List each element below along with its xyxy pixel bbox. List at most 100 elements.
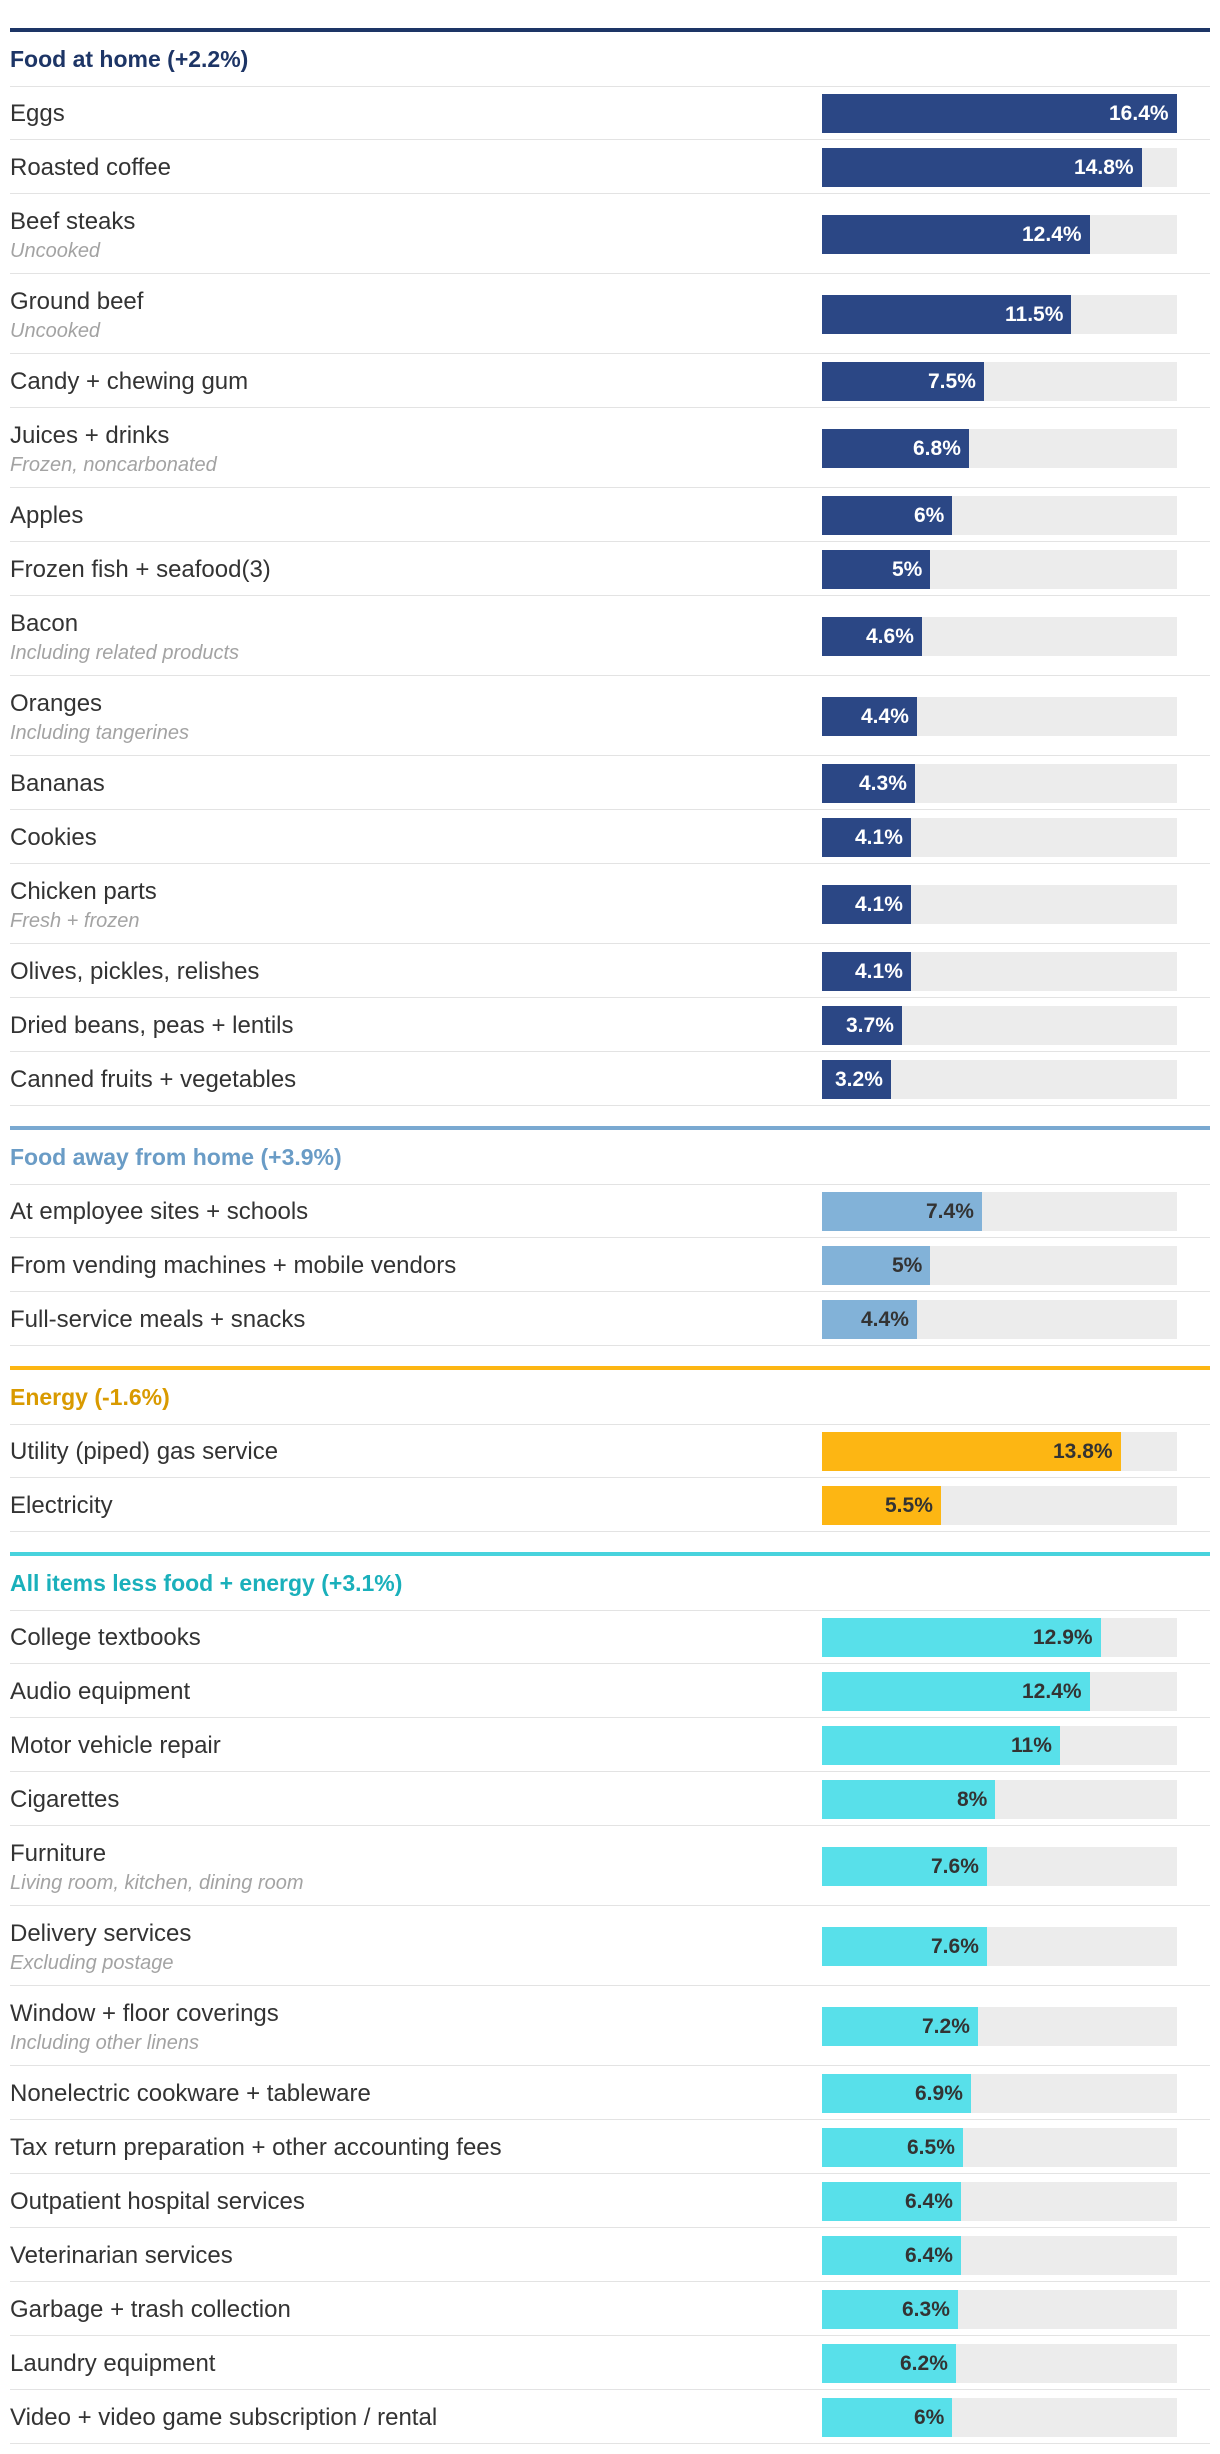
bar-track: 4.6%	[822, 616, 1177, 656]
value-label: 4.4%	[861, 704, 909, 728]
category-label: Dried beans, peas + lentils	[10, 1012, 294, 1039]
value-label: 12.9%	[1033, 1625, 1093, 1649]
category-label: Tax return preparation + other accountin…	[10, 2134, 502, 2161]
category-label: Audio equipment	[10, 1678, 191, 1705]
bar	[822, 817, 911, 857]
bar	[822, 1485, 941, 1525]
value-label: 6.8%	[913, 436, 961, 460]
bar	[822, 1846, 987, 1886]
bar-track: 4.3%	[822, 763, 1177, 803]
category-sublabel: Frozen, noncarbonated	[10, 454, 217, 476]
bar-row: Frozen fish + seafood(3) 5%	[10, 542, 1210, 596]
bar-track: 7.4%	[822, 1191, 1177, 1231]
bar	[822, 2289, 958, 2329]
value-label: 12.4%	[1022, 222, 1082, 246]
bar-track: 4.1%	[822, 951, 1177, 991]
category-label: Juices + drinks	[10, 422, 170, 449]
category-label: Ground beef	[10, 288, 144, 315]
value-label: 4.3%	[859, 771, 907, 795]
bar-row: Audio equipment 12.4%	[10, 1664, 1210, 1718]
bar-row: Window + floor coverings Including other …	[10, 1986, 1210, 2066]
bar	[822, 361, 984, 401]
bar-track: 5.5%	[822, 1485, 1177, 1525]
bar	[822, 696, 917, 736]
category-sublabel: Uncooked	[10, 240, 101, 262]
category-label: At employee sites + schools	[10, 1198, 309, 1225]
bar	[822, 1617, 1101, 1657]
value-label: 16.4%	[1109, 101, 1169, 125]
value-label: 4.4%	[861, 1307, 909, 1331]
bar-track: 6%	[822, 2397, 1177, 2437]
bar-row: Roasted coffee 14.8%	[10, 140, 1210, 194]
category-label: Veterinarian services	[10, 2242, 233, 2269]
bar-track: 11.5%	[822, 294, 1177, 334]
bar-track: 7.6%	[822, 1926, 1177, 1966]
category-label: Bacon	[10, 610, 79, 637]
bar	[822, 428, 969, 468]
bar-row: Furniture Living room, kitchen, dining ro…	[10, 1826, 1210, 1906]
category-label: Eggs	[10, 100, 65, 127]
category-label: From vending machines + mobile vendors	[10, 1252, 457, 1279]
bar	[822, 2127, 963, 2167]
category-label: Utility (piped) gas service	[10, 1438, 279, 1465]
category-label: College textbooks	[10, 1624, 201, 1651]
bar	[822, 884, 911, 924]
bar	[822, 93, 1177, 133]
category-label: Beef steaks	[10, 208, 136, 235]
bar-track: 6.3%	[822, 2289, 1177, 2329]
bar-track: 5%	[822, 549, 1177, 589]
bar-row: Dried beans, peas + lentils 3.7%	[10, 998, 1210, 1052]
bar	[822, 951, 911, 991]
bar	[822, 2073, 971, 2113]
bar-row: Beef steaks Uncooked 12.4%	[10, 194, 1210, 274]
category-label: Candy + chewing gum	[10, 368, 249, 395]
bar-row: Juices + drinks Frozen, noncarbonated 6.8%	[10, 408, 1210, 488]
value-label: 6.9%	[915, 2081, 963, 2105]
bar	[822, 2006, 978, 2046]
bar-row: Veterinarian services 6.4%	[10, 2228, 1210, 2282]
value-label: 7.5%	[928, 369, 976, 393]
bar-track: 12.9%	[822, 1617, 1177, 1657]
value-label: 4.1%	[855, 825, 903, 849]
value-label: 6.4%	[905, 2243, 953, 2267]
category-sublabel: Including tangerines	[10, 722, 190, 744]
bar	[822, 1245, 930, 1285]
bar-row: Candy + chewing gum 7.5%	[10, 354, 1210, 408]
category-label: Canned fruits + vegetables	[10, 1066, 297, 1093]
bar	[822, 2397, 952, 2437]
value-label: 5%	[892, 1253, 923, 1277]
bar-row: Outpatient hospital services 6.4%	[10, 2174, 1210, 2228]
bar-row: Laundry equipment 6.2%	[10, 2336, 1210, 2390]
bar-track: 6%	[822, 495, 1177, 535]
bar-row: Motor vehicle repair 11%	[10, 1718, 1210, 1772]
section-title: Energy (-1.6%)	[10, 1370, 1210, 1425]
section-title: All items less food + energy (+3.1%)	[10, 1556, 1210, 1611]
category-label: Motor vehicle repair	[10, 1732, 221, 1759]
value-label: 12.4%	[1022, 1679, 1082, 1703]
value-label: 3.7%	[846, 1013, 894, 1037]
value-label: 6.5%	[907, 2135, 955, 2159]
bar-track: 4.1%	[822, 884, 1177, 924]
bar-row: Video + video game subscription / rental…	[10, 2390, 1210, 2444]
section-title: Food away from home (+3.9%)	[10, 1130, 1210, 1185]
bar	[822, 763, 915, 803]
bar-track: 4.4%	[822, 696, 1177, 736]
bar-track: 6.4%	[822, 2181, 1177, 2221]
bar-row: Eggs 16.4%	[10, 86, 1210, 140]
bar	[822, 616, 922, 656]
bar-track: 6.8%	[822, 428, 1177, 468]
category-label: Full-service meals + snacks	[10, 1306, 306, 1333]
bar-row: Bacon Including related products 4.6%	[10, 596, 1210, 676]
value-label: 5%	[892, 557, 923, 581]
bar-track: 4.1%	[822, 817, 1177, 857]
value-label: 7.2%	[922, 2014, 970, 2038]
bar-row: From vending machines + mobile vendors 5%	[10, 1238, 1210, 1292]
bar	[822, 2343, 956, 2383]
value-label: 14.8%	[1074, 155, 1134, 179]
bar-track: 11%	[822, 1725, 1177, 1765]
bar-row: Bananas 4.3%	[10, 756, 1210, 810]
value-label: 6%	[914, 2405, 945, 2429]
value-label: 7.6%	[931, 1934, 979, 1958]
category-label: Chicken parts	[10, 878, 157, 905]
